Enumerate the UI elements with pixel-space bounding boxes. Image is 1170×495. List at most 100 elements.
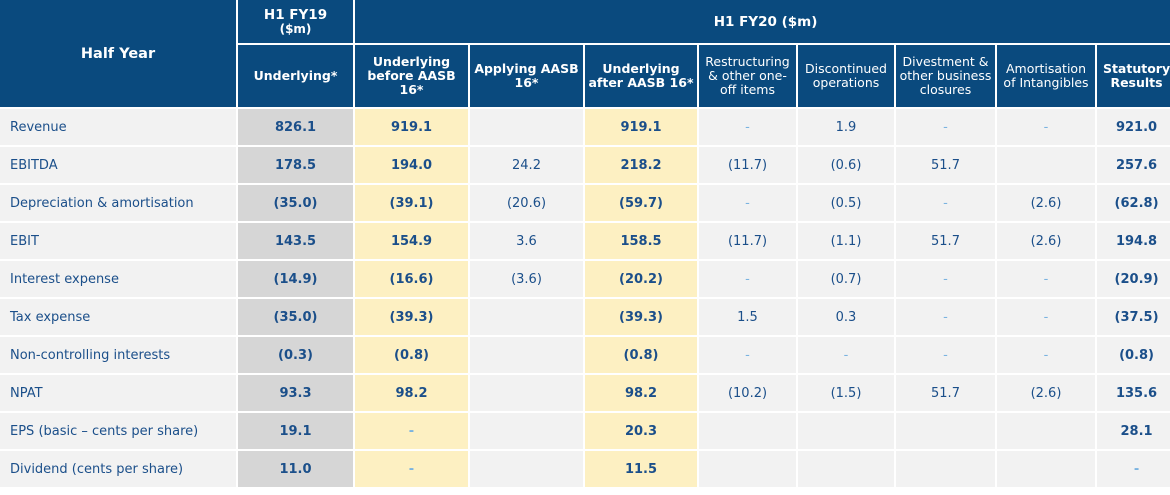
table-cell: (2.6)	[997, 223, 1095, 259]
table-cell: -	[699, 261, 796, 297]
table-cell	[470, 413, 583, 449]
table-cell: -	[355, 451, 468, 487]
table-cell: -	[896, 185, 995, 221]
table-row: Tax expense (35.0) (39.3) (39.3) 1.5 0.3- - (37…	[0, 299, 1170, 335]
table-cell: (14.9)	[238, 261, 353, 297]
table-cell: 51.7	[896, 223, 995, 259]
table-cell	[699, 413, 796, 449]
table-cell: -	[699, 337, 796, 373]
row-label: EBIT	[0, 223, 236, 259]
table-cell: 51.7	[896, 375, 995, 411]
column-header: Underlying before AASB 16*	[355, 45, 468, 107]
table-cell: (0.8)	[585, 337, 697, 373]
table-cell: (20.9)	[1097, 261, 1170, 297]
table-row: Dividend (cents per share) 11.0-11.5-	[0, 451, 1170, 487]
table-cell: (20.6)	[470, 185, 583, 221]
column-header: Statutory Results	[1097, 45, 1170, 107]
table-row: EBIT 143.5 154.9 3.6 158.5 (11.7) (1.1) 51.7 (2.…	[0, 223, 1170, 259]
table-cell: (16.6)	[355, 261, 468, 297]
table-row: Depreciation & amortisation (35.0) (39.1)(…	[0, 185, 1170, 221]
table-cell: (0.5)	[798, 185, 894, 221]
column-header: Discontinued operations	[798, 45, 894, 107]
table-cell: 194.8	[1097, 223, 1170, 259]
column-header: Underlying*	[238, 45, 353, 107]
table-cell	[798, 451, 894, 487]
table-cell: -	[896, 299, 995, 335]
table-cell	[470, 299, 583, 335]
table-cell	[699, 451, 796, 487]
table-cell: (11.7)	[699, 223, 796, 259]
fy19-header: H1 FY19 ($m)	[238, 0, 353, 43]
column-header: Amortisation of Intangibles	[997, 45, 1095, 107]
table-cell: (35.0)	[238, 185, 353, 221]
table-cell: 98.2	[355, 375, 468, 411]
table-cell: 154.9	[355, 223, 468, 259]
table-cell: 919.1	[355, 109, 468, 145]
table-cell	[470, 451, 583, 487]
table-cell: (3.6)	[470, 261, 583, 297]
table-cell: -	[798, 337, 894, 373]
table-row: Non-controlling interests (0.3) (0.8) (0.8)…	[0, 337, 1170, 373]
table-cell	[470, 375, 583, 411]
table-cell: (0.8)	[1097, 337, 1170, 373]
column-header: Divestment & other business closures	[896, 45, 995, 107]
table-cell: (0.6)	[798, 147, 894, 183]
table-cell: 919.1	[585, 109, 697, 145]
table-cell: -	[355, 413, 468, 449]
table-cell: 0.3	[798, 299, 894, 335]
table-cell: 194.0	[355, 147, 468, 183]
table-cell: (39.3)	[355, 299, 468, 335]
table-cell: (1.5)	[798, 375, 894, 411]
table-cell: -	[699, 185, 796, 221]
table-cell: 143.5	[238, 223, 353, 259]
table-cell: 1.9	[798, 109, 894, 145]
table-cell: 257.6	[1097, 147, 1170, 183]
table-cell: (11.7)	[699, 147, 796, 183]
table-cell: (0.8)	[355, 337, 468, 373]
table-cell: (0.7)	[798, 261, 894, 297]
table-cell: -	[997, 109, 1095, 145]
column-header: Restructuring & other one-off items	[699, 45, 796, 107]
table-cell: 28.1	[1097, 413, 1170, 449]
table-cell: -	[699, 109, 796, 145]
table-cell: (59.7)	[585, 185, 697, 221]
table-cell: 218.2	[585, 147, 697, 183]
table-row: NPAT 93.3 98.2 98.2 (10.2) (1.5) 51.7 (2.6) 135.…	[0, 375, 1170, 411]
row-label: EPS (basic – cents per share)	[0, 413, 236, 449]
table-cell: (20.2)	[585, 261, 697, 297]
table-cell: 19.1	[238, 413, 353, 449]
table-cell: 11.0	[238, 451, 353, 487]
fy20-header: H1 FY20 ($m)	[355, 0, 1170, 43]
table-cell: (10.2)	[699, 375, 796, 411]
table-cell: 921.0	[1097, 109, 1170, 145]
table-cell: -	[997, 299, 1095, 335]
table-cell: 158.5	[585, 223, 697, 259]
table-cell: 178.5	[238, 147, 353, 183]
half-year-header: Half Year	[0, 0, 236, 107]
table-cell	[997, 451, 1095, 487]
fy19-title: H1 FY19	[263, 6, 328, 23]
column-header: Underlying after AASB 16*	[585, 45, 697, 107]
column-header: Applying AASB 16*	[470, 45, 583, 107]
table-cell: 1.5	[699, 299, 796, 335]
table-cell: 3.6	[470, 223, 583, 259]
table-cell: (2.6)	[997, 375, 1095, 411]
table-cell: 135.6	[1097, 375, 1170, 411]
table-cell	[997, 413, 1095, 449]
row-label: Dividend (cents per share)	[0, 451, 236, 487]
table-cell: (62.8)	[1097, 185, 1170, 221]
table-cell	[997, 147, 1095, 183]
fy19-unit: ($m)	[279, 21, 312, 36]
row-label: Interest expense	[0, 261, 236, 297]
table-cell: 93.3	[238, 375, 353, 411]
row-label: EBITDA	[0, 147, 236, 183]
row-label: NPAT	[0, 375, 236, 411]
table-cell	[896, 451, 995, 487]
row-label: Depreciation & amortisation	[0, 185, 236, 221]
table-cell: -	[1097, 451, 1170, 487]
table-cell: (37.5)	[1097, 299, 1170, 335]
row-label: Revenue	[0, 109, 236, 145]
table-cell: (39.1)	[355, 185, 468, 221]
table-row: Interest expense (14.9) (16.6) (3.6) (20.2) -…	[0, 261, 1170, 297]
